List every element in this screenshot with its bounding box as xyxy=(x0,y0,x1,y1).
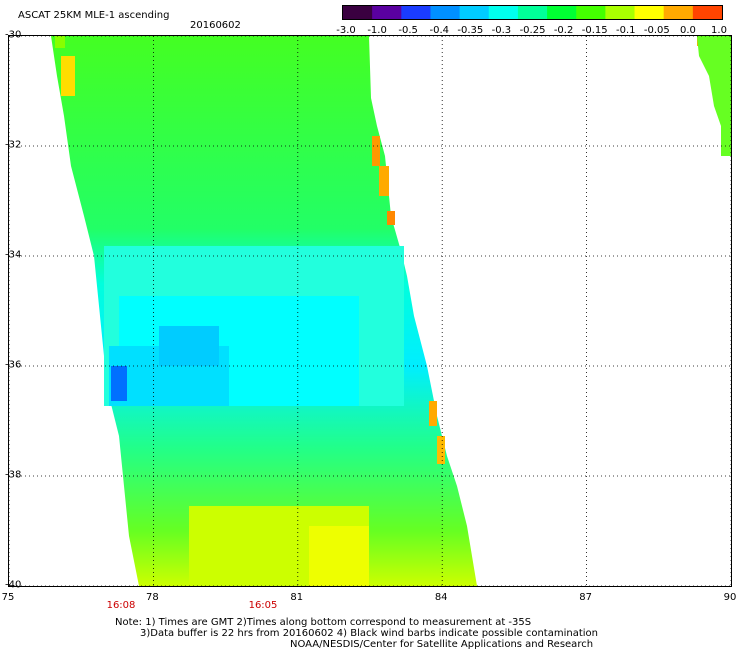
colorbar-segment xyxy=(692,6,722,19)
wind-cell xyxy=(309,526,369,586)
colorbar-tick-label: -1.0 xyxy=(367,25,387,36)
colorbar-tick-label: 0.0 xyxy=(679,25,696,36)
colorbar-segment xyxy=(401,6,431,19)
colorbar-tick-label: -0.05 xyxy=(643,25,670,36)
longitude-label: 90 xyxy=(723,592,737,603)
time-label: 16:08 xyxy=(106,600,136,611)
colorbar-tick-label: 1.0 xyxy=(711,25,727,36)
map-panel[interactable] xyxy=(8,35,732,587)
longitude-label: 87 xyxy=(579,592,592,603)
colorbar-segment xyxy=(576,6,606,19)
latitude-label: -36 xyxy=(5,359,22,371)
wind-cell xyxy=(55,36,65,48)
wind-cell xyxy=(429,401,437,426)
secondary-swath xyxy=(697,36,731,156)
colorbar xyxy=(342,5,723,20)
longitude-label: 84 xyxy=(434,592,448,603)
wind-cell xyxy=(159,326,219,366)
longitude-label: 81 xyxy=(290,592,304,603)
latitude-label: -32 xyxy=(5,139,22,151)
colorbar-segment xyxy=(343,6,373,19)
latitude-label: -40 xyxy=(5,579,22,591)
product-date: 20160602 xyxy=(190,20,241,31)
longitude-label: 78 xyxy=(146,592,159,603)
product-title: ASCAT 25KM MLE-1 ascending xyxy=(18,10,170,21)
wind-cell xyxy=(437,436,445,464)
note-line-2: 3)Data buffer is 22 hrs from 20160602 4)… xyxy=(140,628,598,639)
latitude-label: -38 xyxy=(5,469,22,481)
note-line-1: Note: 1) Times are GMT 2)Times along bot… xyxy=(115,617,532,628)
colorbar-tick-label: -0.35 xyxy=(457,25,484,36)
latitude-label: -34 xyxy=(5,249,22,261)
colorbar-gradient xyxy=(343,6,722,19)
note-line-3: NOAA/NESDIS/Center for Satellite Applica… xyxy=(290,639,594,650)
longitude-label: 75 xyxy=(1,592,15,603)
graticule xyxy=(9,36,731,586)
wind-residual-map[interactable] xyxy=(9,36,731,586)
colorbar-segment xyxy=(430,6,461,19)
time-label: 16:05 xyxy=(248,600,278,611)
colorbar-tick-label: -0.3 xyxy=(491,25,512,36)
colorbar-segment xyxy=(488,6,519,19)
colorbar-segment xyxy=(547,6,577,19)
latitude-label: -30 xyxy=(5,29,22,41)
wind-cell xyxy=(387,211,395,225)
colorbar-tick-label: -0.1 xyxy=(615,25,636,36)
colorbar-segment xyxy=(605,6,636,19)
colorbar-tick-label: -0.15 xyxy=(581,25,608,36)
colorbar-segment xyxy=(372,6,402,19)
colorbar-tick-label: -3.0 xyxy=(336,25,356,36)
colorbar-segment xyxy=(634,6,665,19)
colorbar-tick-label: -0.25 xyxy=(519,25,546,36)
wind-cell xyxy=(379,166,389,196)
wind-cell xyxy=(111,366,127,401)
colorbar-segment xyxy=(517,6,548,19)
wind-cell xyxy=(61,56,75,96)
colorbar-segment xyxy=(663,6,694,19)
colorbar-tick-label: -0.4 xyxy=(429,25,450,36)
colorbar-tick-label: -0.2 xyxy=(553,25,574,36)
wind-cell xyxy=(372,136,380,166)
colorbar-tick-label: -0.5 xyxy=(398,25,418,36)
colorbar-segment xyxy=(459,6,490,19)
